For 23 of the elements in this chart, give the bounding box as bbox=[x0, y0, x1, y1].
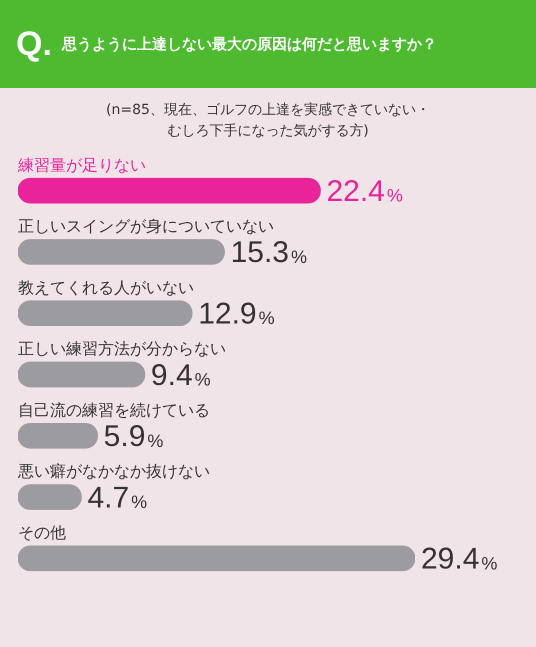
y-tick-label: 正しいスイングが身についていない bbox=[18, 216, 274, 236]
bar bbox=[18, 300, 193, 326]
data-label: 5.9% bbox=[104, 420, 164, 454]
data-label: 29.4% bbox=[421, 542, 498, 576]
data-label: 22.4% bbox=[326, 174, 403, 208]
y-tick-label: 悪い癖がなかなか抜けない bbox=[17, 462, 210, 481]
bar bbox=[18, 239, 225, 265]
text: Q. bbox=[16, 24, 52, 64]
bar bbox=[18, 362, 146, 388]
chart-subtitle: (n=85、現在、ゴルフの上達を実感できていない・むしろ下手になった気がする方) bbox=[105, 101, 431, 141]
data-label: 9.4% bbox=[150, 358, 211, 392]
data-label: 12.9% bbox=[198, 297, 275, 330]
y-tick-label: 自己流の練習を続けている bbox=[18, 400, 210, 420]
bar bbox=[18, 422, 98, 449]
y-tick-label: 練習量が足りない bbox=[17, 155, 146, 174]
bar bbox=[18, 178, 321, 204]
data-label: 4.7% bbox=[87, 481, 148, 514]
y-tick-label: 教えてくれる人がいない bbox=[18, 278, 194, 297]
data-label: 15.3% bbox=[230, 236, 308, 270]
chart-title: 思うように上達しない最大の原因は何だと思いますか？ bbox=[62, 34, 437, 54]
y-tick-label: 正しい練習方法が分からない bbox=[18, 339, 226, 358]
y-tick-label: その他 bbox=[18, 523, 66, 542]
bar bbox=[18, 546, 415, 572]
